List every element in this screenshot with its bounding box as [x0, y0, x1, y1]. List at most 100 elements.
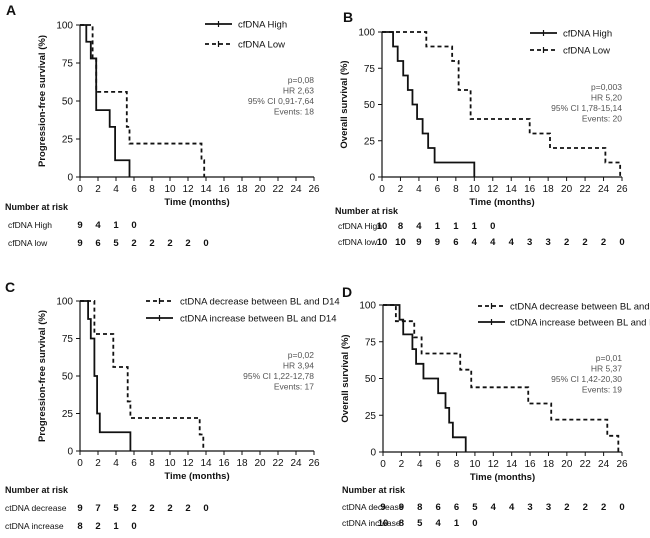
- panel-label: C: [5, 279, 15, 295]
- x-tick-label: 2: [95, 184, 101, 195]
- y-tick-label: 0: [370, 448, 376, 459]
- stat-line: 95% CI 0,91-7,64: [248, 96, 314, 106]
- y-tick-label: 100: [359, 301, 376, 312]
- risk-row-label: ctDNA decrease: [5, 503, 67, 513]
- risk-count: 6: [454, 502, 459, 513]
- x-tick-label: 16: [218, 458, 230, 469]
- risk-count: 1: [453, 221, 459, 232]
- x-axis-label: Time (months): [469, 197, 534, 208]
- x-tick-label: 22: [272, 458, 284, 469]
- stat-line: HR 5,37: [591, 364, 622, 374]
- stat-line: Events: 19: [582, 385, 622, 395]
- risk-count: 10: [395, 237, 406, 248]
- risk-count: 9: [77, 503, 82, 514]
- y-tick-label: 50: [364, 100, 376, 111]
- x-tick-label: 2: [399, 459, 405, 470]
- risk-count: 6: [95, 238, 100, 249]
- stat-line: HR 5,20: [591, 93, 622, 103]
- risk-count: 2: [582, 237, 587, 248]
- x-tick-label: 6: [435, 184, 441, 195]
- risk-table-title: Number at risk: [335, 206, 399, 216]
- panel-label: D: [342, 284, 352, 300]
- stat-line: p=0,08: [288, 75, 315, 85]
- x-tick-label: 4: [113, 184, 119, 195]
- y-tick-label: 75: [62, 59, 74, 70]
- risk-count: 2: [131, 238, 136, 249]
- risk-row-label: ctDNA decrease: [342, 502, 404, 512]
- risk-table-title: Number at risk: [342, 485, 406, 495]
- x-tick-label: 4: [416, 184, 422, 195]
- risk-count: 6: [453, 237, 458, 248]
- risk-count: 5: [113, 238, 119, 249]
- legend-label: ctDNA increase between BL and D14: [180, 314, 337, 325]
- risk-count: 0: [472, 518, 477, 529]
- x-tick-label: 10: [164, 184, 176, 195]
- y-axis-label: Progression-free survival (%): [37, 310, 48, 442]
- x-tick-label: 12: [182, 184, 194, 195]
- y-axis-label: Progression-free survival (%): [37, 35, 48, 167]
- risk-count: 9: [399, 502, 404, 513]
- legend-label: cfDNA High: [238, 20, 287, 31]
- risk-count: 2: [583, 502, 588, 513]
- x-tick-label: 18: [543, 184, 555, 195]
- x-tick-label: 16: [218, 184, 230, 195]
- risk-count: 2: [167, 238, 172, 249]
- km-curve-solid: [382, 31, 476, 177]
- x-tick-label: 24: [290, 458, 302, 469]
- x-tick-label: 26: [308, 458, 320, 469]
- x-tick-label: 6: [131, 458, 137, 469]
- risk-table-title: Number at risk: [5, 202, 69, 212]
- risk-count: 1: [435, 221, 441, 232]
- risk-count: 4: [509, 502, 515, 513]
- x-tick-label: 24: [598, 459, 610, 470]
- risk-count: 10: [377, 221, 388, 232]
- risk-count: 8: [77, 521, 82, 532]
- x-tick-label: 2: [398, 184, 404, 195]
- stat-line: Events: 20: [582, 114, 622, 124]
- legend-label: cfDNA High: [563, 29, 612, 40]
- risk-count: 2: [95, 521, 100, 532]
- x-tick-label: 16: [524, 184, 536, 195]
- risk-count: 8: [417, 502, 422, 513]
- x-tick-label: 18: [236, 458, 248, 469]
- risk-count: 8: [398, 221, 403, 232]
- risk-count: 10: [378, 518, 389, 529]
- risk-count: 2: [167, 503, 172, 514]
- x-tick-label: 26: [616, 459, 628, 470]
- x-tick-label: 18: [543, 459, 555, 470]
- km-curve-dashed: [383, 304, 620, 452]
- stat-line: Events: 18: [274, 107, 314, 117]
- risk-count: 2: [601, 237, 606, 248]
- risk-count: 3: [546, 502, 551, 513]
- x-tick-label: 6: [131, 184, 137, 195]
- km-curve-solid: [80, 24, 131, 177]
- y-tick-label: 50: [365, 374, 377, 385]
- risk-count: 2: [564, 502, 569, 513]
- x-tick-label: 8: [454, 459, 460, 470]
- y-tick-label: 25: [364, 136, 376, 147]
- stat-line: 95% CI 1,78-15,14: [551, 103, 622, 113]
- y-tick-label: 0: [369, 173, 375, 184]
- legend-label: ctDNA increase between BL and D14: [510, 318, 650, 329]
- risk-count: 7: [95, 503, 100, 514]
- risk-count: 0: [490, 221, 495, 232]
- x-tick-label: 12: [182, 458, 194, 469]
- risk-count: 0: [203, 503, 208, 514]
- y-tick-label: 25: [62, 409, 74, 420]
- risk-count: 8: [399, 518, 404, 529]
- x-tick-label: 12: [488, 459, 500, 470]
- x-tick-label: 22: [580, 459, 592, 470]
- x-tick-label: 20: [561, 459, 573, 470]
- x-tick-label: 2: [95, 458, 101, 469]
- risk-count: 2: [185, 238, 190, 249]
- stat-line: p=0,003: [591, 82, 622, 92]
- y-tick-label: 100: [56, 21, 73, 32]
- x-tick-label: 26: [308, 184, 320, 195]
- risk-count: 2: [131, 503, 136, 514]
- legend-label: cfDNA Low: [563, 46, 610, 57]
- risk-count: 4: [509, 237, 515, 248]
- x-tick-label: 0: [77, 458, 83, 469]
